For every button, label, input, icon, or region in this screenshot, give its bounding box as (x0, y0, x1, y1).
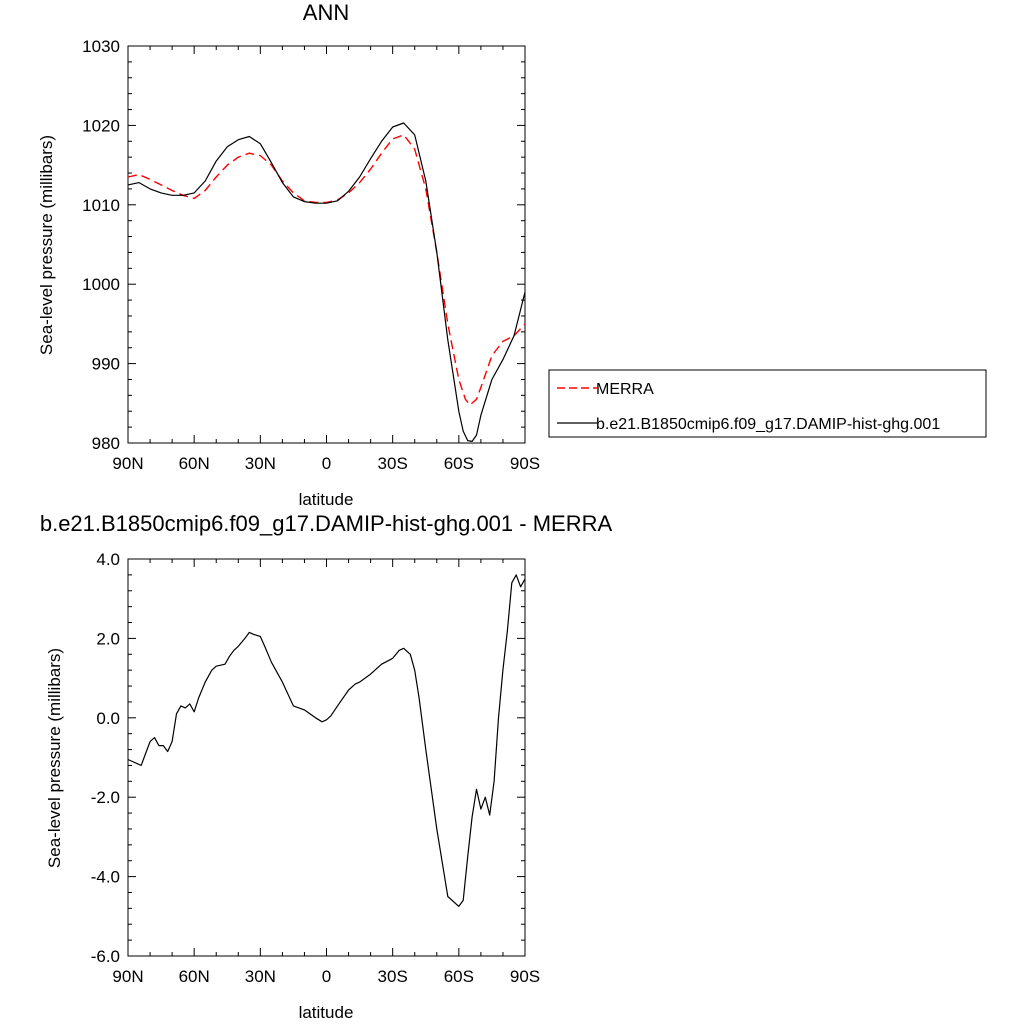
top-x-tick-label: 90S (510, 454, 540, 473)
bottom-series-difference-line (127, 574, 526, 908)
top-series-merra-line (127, 134, 526, 406)
bottom-y-tick-label: -6.0 (91, 947, 120, 966)
bottom-axis-ticks: 90N 60N 30N 0 30S 60S 90S -6.0 -4.0 -2.0 0.0 2.0 4.0 (91, 550, 540, 986)
bottom-plot-frame (127, 558, 526, 957)
bottom-y-axis-label: Sea-level pressure (millibars) (45, 648, 64, 868)
top-x-tick-label: 0 (322, 454, 331, 473)
legend-model-label: b.e21.B1850cmip6.f09_g17.DAMIP-hist-ghg.… (596, 416, 940, 433)
legend-merra-label: MERRA (596, 381, 654, 398)
top-x-tick-label: 30S (378, 454, 408, 473)
top-y-tick-label: 980 (92, 434, 120, 453)
top-plot-series (127, 122, 526, 442)
legend-box (548, 369, 987, 438)
legend: MERRA b.e21.B1850cmip6.f09_g17.DAMIP-his… (548, 369, 987, 438)
bottom-x-tick-label: 0 (322, 967, 331, 986)
top-x-tick-label: 60S (444, 454, 474, 473)
top-x-tick-label: 60N (179, 454, 210, 473)
bottom-y-tick-label: 2.0 (96, 629, 120, 648)
bottom-x-tick-label: 60S (444, 967, 474, 986)
bottom-y-tick-label: 4.0 (96, 550, 120, 569)
bottom-y-tick-label: 0.0 (96, 709, 120, 728)
bottom-x-tick-label: 30N (245, 967, 276, 986)
top-axis-ticks: 90N 60N 30N 0 30S 60S 90S 980 990 1000 1010 1020 103… (82, 37, 540, 473)
bottom-chart-title: b.e21.B1850cmip6.f09_g17.DAMIP-hist-ghg.… (40, 511, 613, 536)
top-x-tick-label: 90N (112, 454, 143, 473)
top-x-axis-label: latitude (299, 490, 354, 509)
top-y-tick-label: 990 (92, 355, 120, 374)
top-y-tick-label: 1020 (82, 116, 120, 135)
top-y-tick-label: 1010 (82, 196, 120, 215)
bottom-y-tick-label: -2.0 (91, 788, 120, 807)
top-y-tick-label: 1030 (82, 37, 120, 56)
bottom-y-tick-label: -4.0 (91, 868, 120, 887)
top-y-tick-label: 1000 (82, 275, 120, 294)
bottom-x-axis-label: latitude (299, 1003, 354, 1022)
top-x-tick-label: 30N (245, 454, 276, 473)
bottom-plot-series (127, 574, 526, 908)
top-chart-title: ANN (303, 0, 349, 25)
top-y-axis-label: Sea-level pressure (millibars) (37, 135, 56, 355)
bottom-x-tick-label: 90N (112, 967, 143, 986)
bottom-x-tick-label: 30S (378, 967, 408, 986)
top-series-b-e21-b1850cmip6-f09-line (127, 122, 526, 442)
bottom-x-tick-label: 60N (179, 967, 210, 986)
top-plot-frame (127, 45, 526, 444)
bottom-x-tick-label: 90S (510, 967, 540, 986)
